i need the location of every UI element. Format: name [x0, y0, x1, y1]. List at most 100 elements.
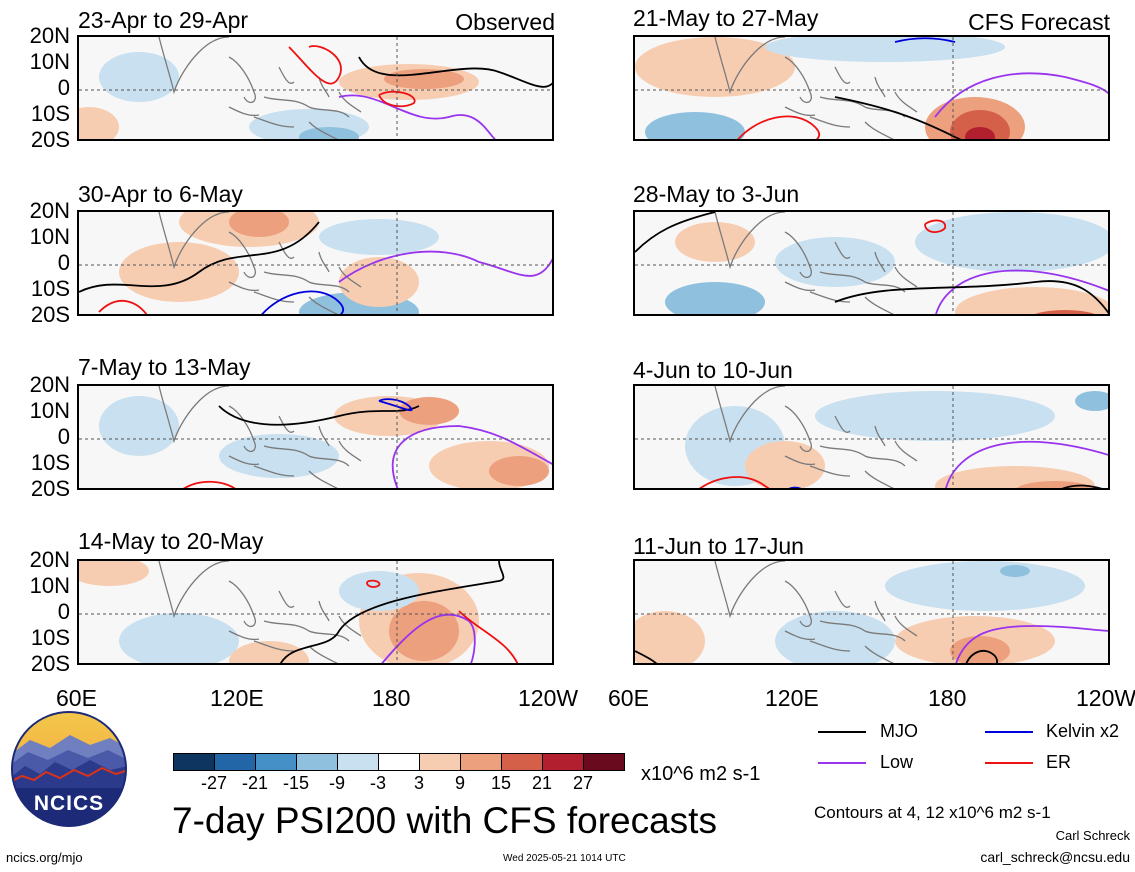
colorbar-label: 3: [413, 773, 424, 793]
contour-line: [934, 72, 1108, 118]
map-drawing: [635, 561, 1108, 663]
map-panel-l4: [77, 559, 554, 665]
contour-line: [458, 610, 519, 663]
colorbar-label: 21: [531, 773, 553, 793]
lat-0: 0: [57, 250, 70, 275]
contour-line: [261, 290, 344, 314]
colorbar-label: -9: [328, 773, 345, 793]
shading-blob: [399, 397, 459, 425]
shading-blob: [229, 641, 309, 663]
contour-line: [280, 561, 505, 663]
shading-blob: [219, 434, 339, 478]
coastline: [158, 561, 362, 663]
map-drawing: [635, 212, 1108, 314]
lat-10n: 10N: [29, 49, 70, 74]
shading-blob: [79, 561, 149, 586]
contour-line: [338, 94, 496, 139]
legend-er-line: [985, 762, 1033, 764]
contour-line: [218, 405, 420, 426]
contour-line: [1061, 484, 1103, 488]
shading-blob: [299, 127, 359, 139]
contour-line: [183, 480, 236, 488]
lat-20s: 20S: [30, 651, 70, 676]
lon-60e-left: 60E: [56, 685, 97, 711]
legend-low-label: Low: [880, 752, 914, 772]
colorbar-label: 15: [490, 773, 512, 793]
map-panel-r4: [633, 559, 1110, 665]
contour-line: [834, 96, 962, 139]
lat-10s: 10S: [30, 450, 70, 475]
shading-blob: [229, 212, 289, 237]
shading-blob: [384, 69, 464, 89]
contour-line: [381, 613, 476, 663]
panel-title-l2: 30-Apr to 6-May: [78, 181, 243, 207]
colorbar-box: [419, 753, 461, 771]
colorbar-label: -15: [282, 773, 309, 793]
lon-120e-right: 120E: [765, 685, 819, 711]
legend-kelvin-line: [985, 731, 1033, 733]
lat-10s: 10S: [30, 276, 70, 301]
map-panel-r2: [633, 210, 1110, 316]
panel-title-r1: 21-May to 27-May: [633, 5, 819, 31]
shading-blob: [119, 613, 239, 663]
lat-10n: 10N: [29, 224, 70, 249]
shading-blob: [645, 112, 745, 139]
shading-blob: [955, 287, 1108, 314]
colorbar-label: 9: [454, 773, 465, 793]
contour-line: [378, 398, 413, 412]
colorbar-box: [378, 753, 420, 771]
lat-20s: 20S: [30, 127, 70, 152]
shading-blob: [119, 242, 239, 302]
contour-line: [366, 579, 381, 588]
coastline: [158, 212, 362, 314]
site-url: ncics.org/mjo: [6, 850, 83, 865]
observed-label: Observed: [455, 9, 555, 35]
contour-line: [635, 650, 658, 663]
map-drawing: [635, 37, 1108, 139]
map-panel-l1: [77, 35, 554, 141]
lat-20n: 20N: [29, 198, 70, 223]
timestamp: Wed 2025-05-21 1014 UTC: [503, 853, 626, 864]
panel-title-l1: 23-Apr to 29-Apr: [78, 7, 249, 33]
contour-line: [935, 269, 1108, 314]
legend-er-label: ER: [1046, 752, 1072, 772]
shading-blob: [389, 601, 459, 661]
contour-line: [392, 425, 552, 488]
shading-blob: [319, 219, 439, 255]
colorbar-box: [583, 753, 625, 771]
panel-title-r4: 11-Jun to 17-Jun: [633, 533, 804, 559]
map-panel-r1: [633, 35, 1110, 141]
ncics-logo: NCICS: [10, 710, 128, 828]
panel-title-r3: 4-Jun to 10-Jun: [633, 357, 793, 383]
contour-line: [788, 486, 802, 488]
coastline: [714, 212, 918, 314]
colorbar-box: [460, 753, 502, 771]
lon-60e-right: 60E: [608, 685, 649, 711]
contour-line: [338, 250, 552, 283]
map-panel-r3: [633, 384, 1110, 490]
shading-blob: [765, 37, 1005, 62]
contour-line: [945, 440, 1108, 488]
logo-text: NCICS: [33, 792, 105, 815]
legend-mjo-label: MJO: [880, 721, 918, 741]
contours-note: Contours at 4, 12 x10^6 m2 s-1: [814, 803, 1051, 822]
shading-blob: [339, 571, 419, 611]
lon-120e-left: 120E: [210, 685, 264, 711]
colorbar-box: [542, 753, 584, 771]
colorbar-label: -3: [369, 773, 386, 793]
colorbar-box: [501, 753, 543, 771]
lat-20n: 20N: [29, 547, 70, 572]
shading-blob: [745, 441, 825, 488]
contour-line: [924, 219, 947, 233]
shading-blob: [915, 212, 1108, 272]
lon-180-right: 180: [928, 685, 967, 711]
lat-0: 0: [57, 75, 70, 100]
shading-blob: [99, 396, 179, 456]
colorbar-box: [337, 753, 379, 771]
shading-blob: [1000, 565, 1030, 577]
coastline: [714, 561, 918, 663]
colorbar-box: [214, 753, 256, 771]
legend-kelvin-label: Kelvin x2: [1046, 721, 1120, 741]
contour-line: [834, 280, 1108, 314]
contour-line: [635, 212, 716, 253]
